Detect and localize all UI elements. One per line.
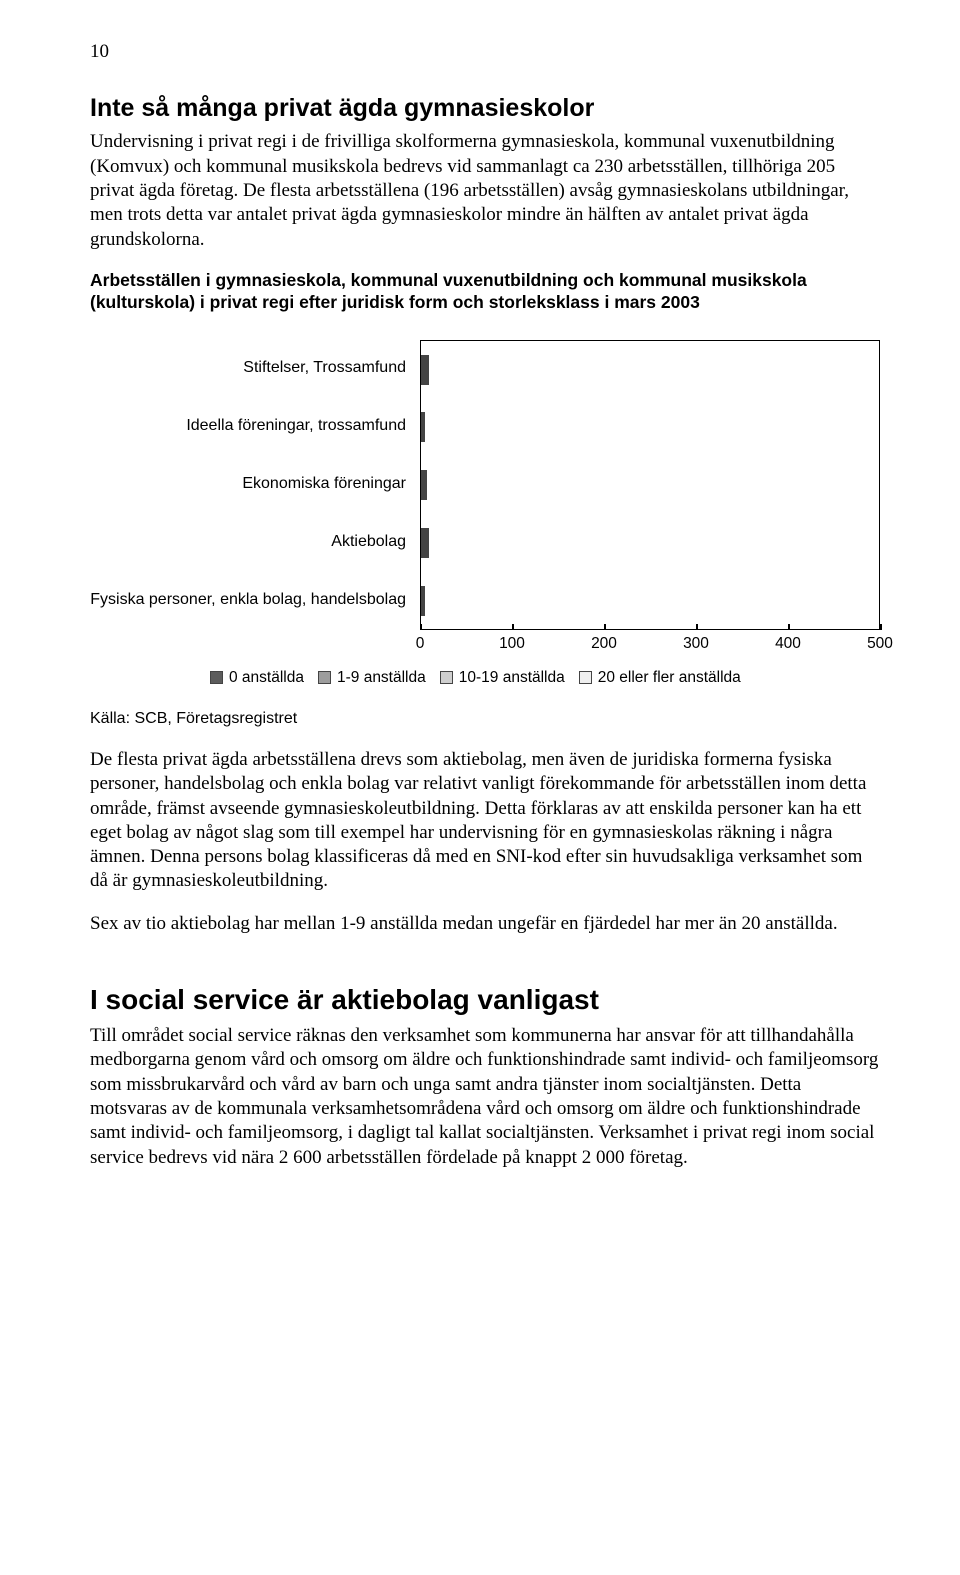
chart-legend-item: 0 anställda (210, 668, 304, 688)
chart-x-tick: 200 (591, 634, 617, 654)
chart-bar-segment (427, 528, 429, 558)
chart-bar (421, 412, 425, 442)
chart-category-label: Aktiebolag (90, 532, 420, 552)
section1-heading: Inte så många privat ägda gymnasieskolor (90, 92, 880, 124)
chart-category-label: Fysiska personer, enkla bolag, handelsbo… (90, 590, 420, 610)
chart-x-tick: 500 (867, 634, 893, 654)
chart-category-label: Ideella föreningar, trossamfund (90, 416, 420, 436)
chart-bar (421, 470, 427, 500)
section1-p1: Undervisning i privat regi i de frivilli… (90, 130, 880, 252)
chart-x-tick: 100 (499, 634, 525, 654)
section2-p1: Till området social service räknas den v… (90, 1024, 880, 1170)
chart-category-label: Stiftelser, Trossamfund (90, 358, 420, 378)
chart-legend-item: 10-19 anställda (440, 668, 565, 688)
chart-x-tick: 400 (775, 634, 801, 654)
chart-caption: Arbetsställen i gymnasieskola, kommunal … (90, 270, 880, 314)
mid-p2: Sex av tio aktiebolag har mellan 1-9 ans… (90, 912, 880, 936)
chart-x-tick: 0 (416, 634, 425, 654)
chart: Stiftelser, Trossamfund Ideella föreninga… (90, 340, 880, 688)
chart-bar-segment (427, 355, 429, 385)
chart-legend: 0 anställda 1-9 anställda 10-19 anställda 2… (90, 668, 880, 688)
chart-bar-segment (423, 412, 425, 442)
chart-bar (421, 355, 429, 385)
chart-legend-item: 1-9 anställda (318, 668, 426, 688)
chart-bar (421, 528, 429, 558)
chart-category-label: Ekonomiska föreningar (90, 474, 420, 494)
page-number: 10 (90, 40, 880, 64)
section2-heading: I social service är aktiebolag vanligast (90, 982, 880, 1018)
chart-source: Källa: SCB, Företagsregistret (90, 709, 880, 729)
chart-x-tick: 300 (683, 634, 709, 654)
chart-bar-segment (423, 586, 425, 616)
mid-p1: De flesta privat ägda arbetsställena dre… (90, 748, 880, 894)
chart-bar-segment (425, 470, 427, 500)
chart-legend-item: 20 eller fler anställda (579, 668, 741, 688)
chart-x-axis: 0100200300400500 (420, 630, 880, 658)
chart-bar (421, 586, 425, 616)
